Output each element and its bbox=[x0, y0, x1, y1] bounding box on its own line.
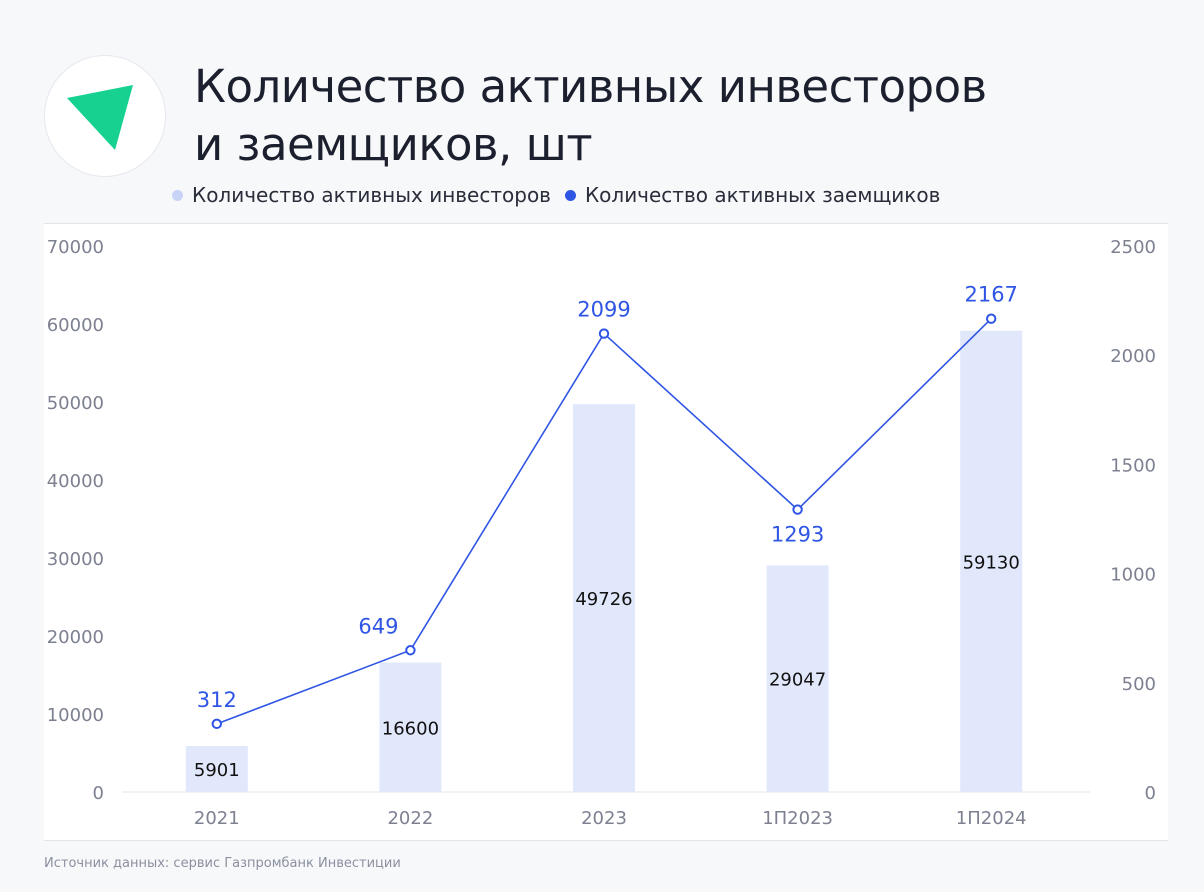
y-left-tick-label: 10000 bbox=[47, 705, 104, 726]
y-right-tick-label: 500 bbox=[1122, 674, 1156, 695]
y-right-tick-label: 2000 bbox=[1110, 346, 1156, 367]
y-right-tick-label: 1000 bbox=[1110, 565, 1156, 586]
bar-investors bbox=[379, 662, 442, 792]
x-tick-label: 1П2024 bbox=[956, 808, 1027, 829]
y-left-tick-label: 30000 bbox=[47, 549, 104, 570]
line-point-borrowers bbox=[598, 328, 610, 339]
y-left-tick-label: 0 bbox=[93, 783, 104, 804]
chart-panel: 0 10000 20000 30000 40000 50000 60000 70000 0 500… bbox=[44, 223, 1168, 841]
bar-investors bbox=[185, 745, 248, 792]
y-right-tick-label: 1500 bbox=[1110, 455, 1156, 476]
bar-investors bbox=[766, 565, 829, 792]
y-left-tick-label: 40000 bbox=[47, 471, 104, 492]
x-tick-label: 2022 bbox=[387, 808, 433, 829]
chart-legend: Количество активных инвесторов Количеств… bbox=[172, 183, 954, 207]
line-value-label: 2099 bbox=[577, 298, 630, 322]
x-tick-label: 2021 bbox=[194, 808, 240, 829]
legend-label-borrowers: Количество активных заемщиков bbox=[584, 183, 941, 207]
chart-title-line-1: Количество активных инвесторов bbox=[194, 60, 987, 113]
y-left-tick-label: 60000 bbox=[47, 315, 104, 336]
bar-value-label: 29047 bbox=[769, 670, 826, 691]
bar-investors bbox=[573, 404, 635, 792]
y-left-tick-label: 50000 bbox=[47, 393, 104, 414]
combo-chart: 0 10000 20000 30000 40000 50000 60000 70000 0 500… bbox=[47, 237, 1156, 829]
bar-value-label: 59130 bbox=[963, 552, 1020, 573]
line-value-label: 312 bbox=[197, 688, 237, 712]
legend-item-investors: Количество активных инвесторов bbox=[172, 183, 551, 207]
bar-value-label: 49726 bbox=[575, 589, 632, 610]
legend-marker-investors bbox=[172, 189, 183, 201]
legend-label-investors: Количество активных инвесторов bbox=[192, 183, 551, 207]
y-left-tick-label: 20000 bbox=[47, 627, 104, 648]
x-tick-label: 2023 bbox=[581, 808, 627, 829]
y-right-tick-label: 0 bbox=[1145, 783, 1156, 804]
bar-value-label: 5901 bbox=[194, 760, 240, 781]
x-tick-label: 1П2023 bbox=[762, 808, 833, 829]
line-value-label: 649 bbox=[358, 614, 398, 638]
line-point-borrowers bbox=[986, 313, 997, 324]
legend-item-borrowers: Количество активных заемщиков bbox=[564, 183, 941, 207]
chart-title: Количество активных инвесторов и заемщик… bbox=[194, 58, 987, 174]
y-left-tick-label: 70000 bbox=[47, 237, 104, 258]
legend-marker-borrowers bbox=[564, 189, 576, 201]
line-point-borrowers bbox=[405, 645, 416, 656]
chart-title-line-2: и заемщиков, шт bbox=[194, 118, 593, 171]
logo-triangle-icon bbox=[67, 85, 133, 150]
bar-value-label: 16600 bbox=[382, 718, 439, 739]
line-value-label: 1293 bbox=[771, 523, 824, 547]
y-right-tick-label: 2500 bbox=[1110, 237, 1156, 258]
line-point-borrowers bbox=[792, 504, 803, 515]
bar-investors bbox=[960, 330, 1023, 792]
source-note: Источник данных: сервис Газпромбанк Инве… bbox=[44, 856, 401, 871]
brand-logo bbox=[44, 55, 166, 177]
line-point-borrowers bbox=[211, 718, 223, 730]
line-value-label: 2167 bbox=[964, 283, 1017, 307]
